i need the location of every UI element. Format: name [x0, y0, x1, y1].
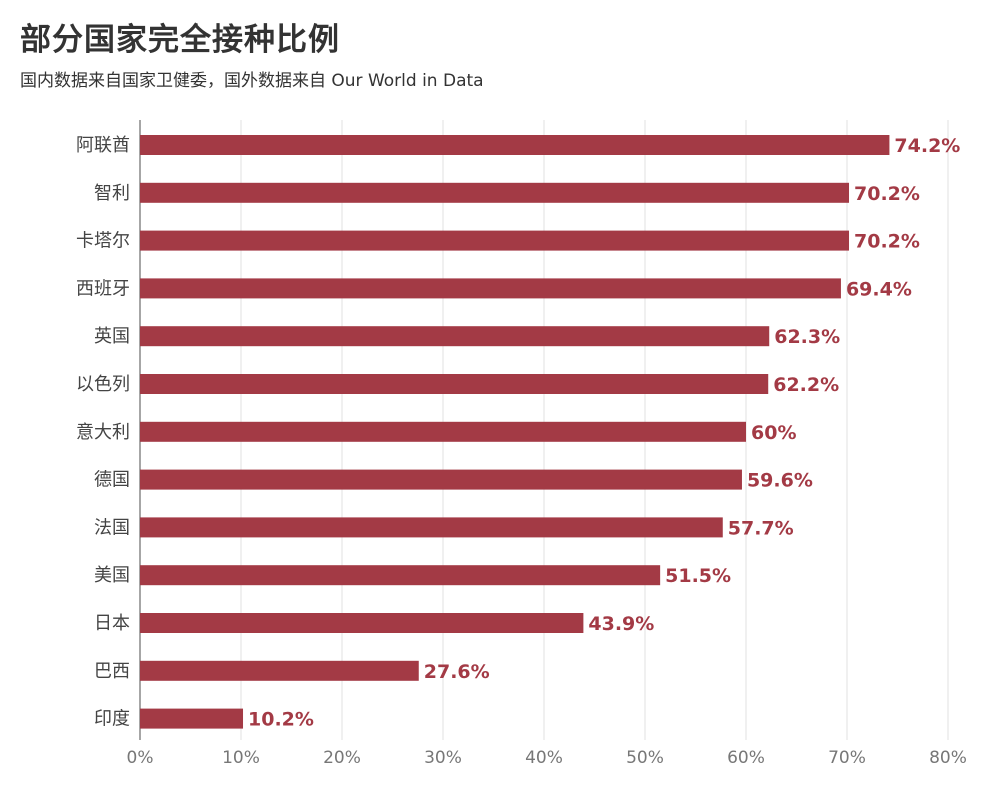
- bar: [140, 565, 661, 586]
- value-label: 27.6%: [424, 661, 490, 683]
- x-tick-label: 0%: [127, 748, 154, 768]
- value-label: 59.6%: [747, 470, 813, 492]
- value-label: 43.9%: [588, 613, 654, 635]
- value-label: 74.2%: [894, 135, 960, 157]
- chart-title: 部分国家完全接种比例: [20, 22, 340, 58]
- bar: [140, 182, 850, 203]
- value-label: 70.2%: [854, 231, 920, 253]
- value-label: 62.2%: [773, 374, 839, 396]
- category-label: 日本: [94, 613, 130, 634]
- bar: [140, 135, 890, 155]
- category-label: 西班牙: [76, 278, 130, 299]
- bar: [140, 660, 419, 681]
- value-label: 70.2%: [854, 183, 920, 205]
- bar: [140, 469, 742, 490]
- bar: [140, 517, 723, 538]
- bar: [140, 326, 770, 347]
- bar: [140, 374, 769, 394]
- category-label: 意大利: [76, 422, 130, 443]
- x-tick-label: 50%: [626, 748, 664, 768]
- value-label: 10.2%: [248, 709, 314, 731]
- x-tick-label: 20%: [323, 748, 361, 768]
- category-label: 以色列: [76, 374, 130, 395]
- bar: [140, 278, 841, 299]
- x-axis-ticks: 0% 10% 20% 30% 40% 50% 60% 70% 80%: [127, 748, 967, 768]
- value-label: 62.3%: [774, 326, 840, 348]
- bar: [140, 708, 244, 729]
- category-label: 美国: [94, 565, 130, 586]
- x-tick-label: 10%: [222, 748, 260, 768]
- category-label: 德国: [94, 470, 130, 491]
- value-label: 60%: [751, 422, 796, 444]
- bar: [140, 230, 850, 251]
- chart-subtitle: 国内数据来自国家卫健委，国外数据来自 Our World in Data: [20, 71, 484, 91]
- value-label: 51.5%: [665, 565, 731, 587]
- category-label: 巴西: [94, 661, 130, 682]
- x-tick-label: 60%: [727, 748, 765, 768]
- category-label: 卡塔尔: [76, 231, 130, 252]
- x-tick-label: 30%: [424, 748, 462, 768]
- value-label: 69.4%: [846, 278, 912, 300]
- category-label: 智利: [94, 183, 130, 204]
- x-tick-label: 40%: [525, 748, 563, 768]
- category-label: 阿联酋: [76, 135, 130, 156]
- value-label: 57.7%: [728, 517, 794, 539]
- bar: [140, 421, 746, 442]
- category-label: 英国: [94, 326, 130, 347]
- value-labels: 74.2% 70.2% 70.2% 69.4% 62.3% 62.2% 60% 59.6% 57…: [248, 135, 960, 731]
- x-tick-label: 80%: [929, 748, 967, 768]
- bars: [140, 135, 890, 729]
- x-tick-label: 70%: [828, 748, 866, 768]
- bar: [140, 613, 584, 633]
- category-label: 法国: [94, 517, 130, 538]
- category-label: 印度: [94, 709, 130, 730]
